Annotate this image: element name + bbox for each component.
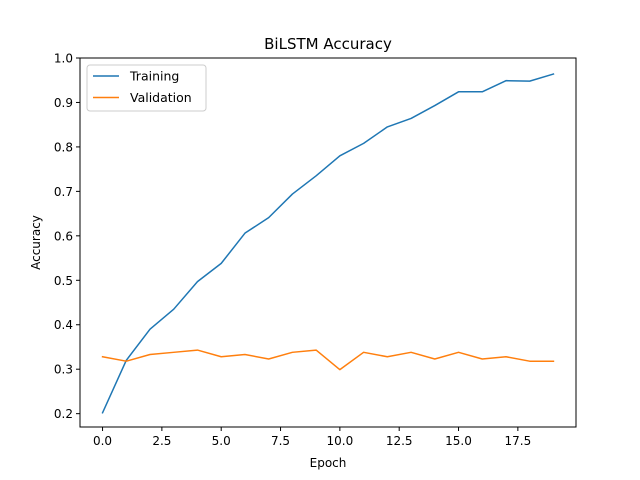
x-axis-label: Epoch bbox=[310, 456, 347, 470]
y-tick-label: 0.9 bbox=[54, 96, 73, 110]
plot-frame bbox=[79, 57, 577, 428]
chart-title: BiLSTM Accuracy bbox=[264, 35, 392, 53]
y-tick-label: 0.6 bbox=[54, 229, 73, 243]
x-tick-label: 10.0 bbox=[327, 434, 354, 448]
x-tick-label: 12.5 bbox=[386, 434, 413, 448]
plot-marks bbox=[101, 73, 555, 414]
y-tick-label: 0.5 bbox=[54, 274, 73, 288]
x-tick-label: 2.5 bbox=[152, 434, 171, 448]
y-tick-label: 0.7 bbox=[54, 185, 73, 199]
y-tick-label: 0.2 bbox=[54, 407, 73, 421]
x-axis-ticks: 0.0 2.5 5.0 7.5 10.0 12.5 15.0 17.5 bbox=[93, 427, 531, 448]
x-tick-label: 17.5 bbox=[504, 434, 531, 448]
series-line-validation bbox=[101, 349, 555, 371]
y-tick-label: 0.4 bbox=[54, 318, 73, 332]
legend-label-validation: Validation bbox=[130, 90, 192, 105]
y-tick-label: 0.3 bbox=[54, 363, 73, 377]
legend: Training Validation bbox=[86, 64, 207, 112]
series-line-training bbox=[101, 73, 555, 414]
x-tick-label: 0.0 bbox=[93, 434, 112, 448]
y-axis-label: Accuracy bbox=[29, 215, 43, 270]
y-tick-label: 1.0 bbox=[54, 52, 73, 66]
legend-label-training: Training bbox=[129, 69, 179, 84]
y-axis-ticks: 0.2 0.3 0.4 0.5 0.6 0.7 0.8 0.9 1.0 bbox=[54, 52, 80, 421]
x-tick-label: 5.0 bbox=[212, 434, 231, 448]
y-tick-label: 0.8 bbox=[54, 140, 73, 154]
x-tick-label: 7.5 bbox=[271, 434, 290, 448]
x-tick-label: 15.0 bbox=[445, 434, 472, 448]
